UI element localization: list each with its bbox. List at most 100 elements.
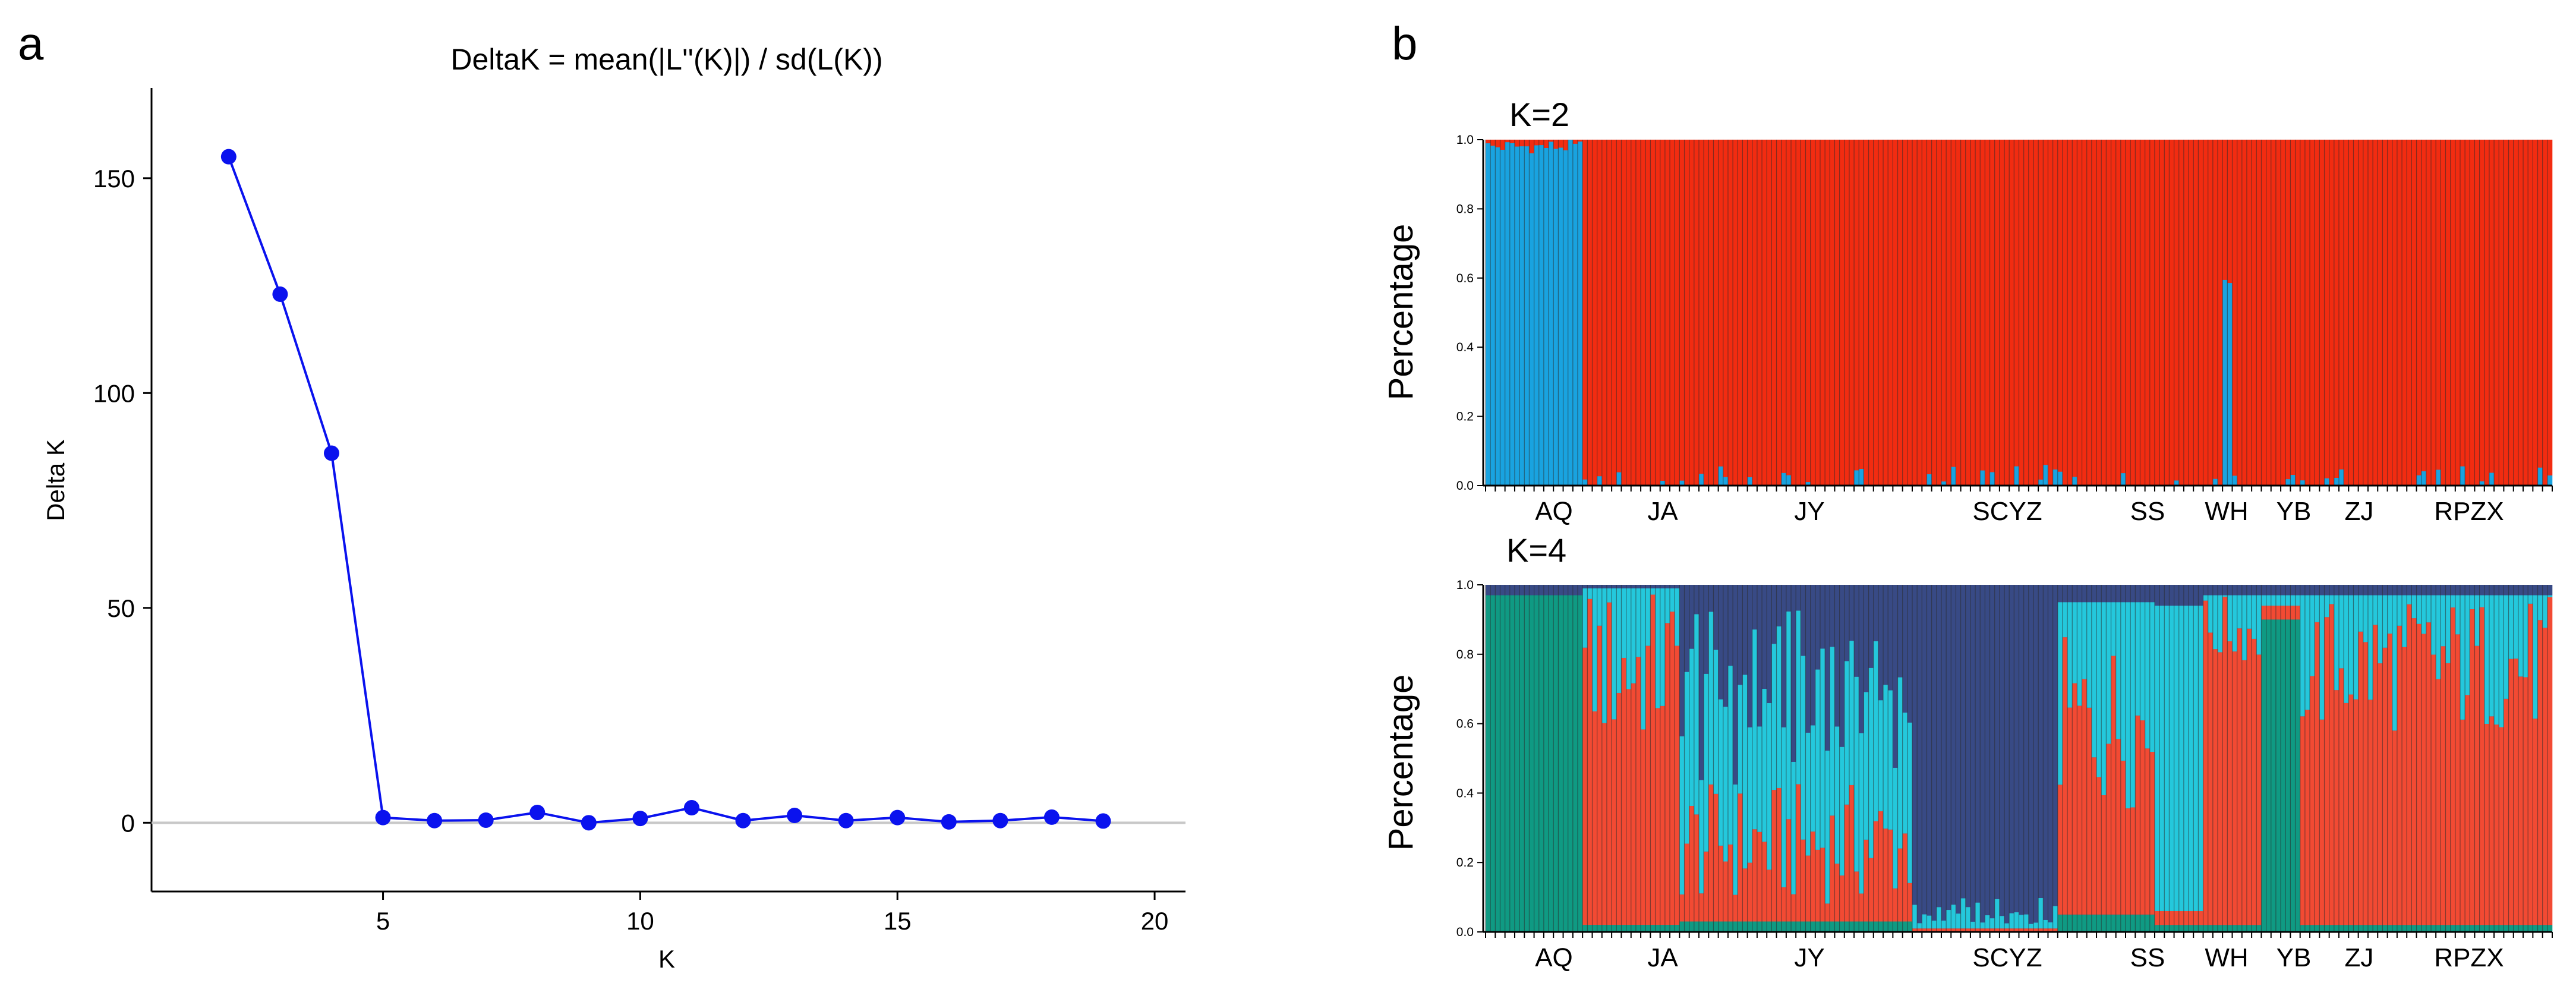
k2-bar-segment [1704, 140, 1709, 486]
k4-bar-segment [2460, 595, 2465, 720]
k2-bar-segment [1549, 140, 1554, 142]
k4-bar-segment [2455, 585, 2461, 596]
k4-bar-segment [1587, 598, 1593, 925]
k2-bar-segment [2445, 140, 2451, 486]
k2-bar-segment [1771, 140, 1777, 486]
k4-bar-segment [2256, 595, 2262, 655]
k4-bar-segment [1791, 921, 1796, 932]
k4-bar-segment [1922, 585, 1927, 915]
k2-bar-segment [2387, 140, 2393, 486]
k4-bar-segment [1854, 921, 1859, 932]
k4-bar-segment [2315, 925, 2320, 932]
k4-bar-segment [1704, 585, 1709, 674]
k4-bar-segment [1486, 595, 1491, 932]
k4-bar-segment [1606, 588, 1612, 603]
k2-y-axis-label: Percentage [1382, 224, 1420, 401]
k4-bar-segment [2518, 925, 2524, 932]
k2-bar-segment [1558, 147, 1563, 486]
k4-bar-segment [2528, 585, 2533, 596]
k4-bar-segment [2062, 637, 2068, 915]
k2-bar-segment [1486, 143, 1491, 486]
k4-bar-segment [2344, 703, 2349, 925]
k2-bar-segment [2407, 140, 2412, 486]
k4-bar-segment [2465, 595, 2470, 695]
k2-bar-segment [1558, 140, 1563, 148]
k4-bar-segment [2062, 914, 2068, 932]
k4-bar-segment [2271, 585, 2277, 596]
k4-bar-segment [2057, 602, 2063, 785]
k4-bar-segment [1572, 595, 1578, 932]
k4-bar-segment [1675, 925, 1680, 932]
k4-bar-segment [1965, 928, 1971, 932]
k2-bar-segment [2465, 140, 2470, 486]
k4-bar-segment [2300, 595, 2306, 717]
k4-bar-segment [1820, 648, 1825, 848]
k2-bar-segment [2537, 467, 2543, 486]
k4-bar-segment [1897, 921, 1903, 932]
k2-population-label: SCYZ [1972, 497, 2042, 526]
k4-bar-segment [2450, 595, 2456, 608]
k4-bar-segment [2178, 585, 2184, 606]
k4-bar-segment [1631, 683, 1637, 925]
k4-bar-segment [2052, 906, 2058, 929]
k4-bar-segment [2028, 928, 2034, 932]
k4-bar-segment [1999, 916, 2005, 929]
k4-bar-segment [1708, 784, 1714, 922]
k4-bar-segment [1679, 894, 1685, 922]
k2-bar-segment [1538, 140, 1544, 146]
k4-bar-segment [1601, 925, 1607, 932]
k4-bar-segment [2126, 585, 2131, 603]
k4-bar-segment [1655, 925, 1661, 932]
k4-bar-segment [2523, 925, 2528, 932]
k4-bar-segment [1713, 650, 1719, 794]
k2-bar-segment [1713, 140, 1719, 486]
k4-bar-segment [2266, 619, 2272, 932]
k4-bar-segment [1771, 921, 1777, 932]
k4-bar-segment [2421, 634, 2427, 925]
k4-bar-segment [2246, 595, 2252, 629]
k2-bar-segment [2174, 140, 2180, 481]
k4-bar-segment [2004, 923, 2010, 929]
k4-bar-segment [1864, 921, 1869, 932]
k2-bar-segment [2378, 140, 2383, 486]
k4-population-label: SS [2130, 943, 2165, 972]
k4-bar-segment [2237, 925, 2243, 932]
k4-bar-segment [2033, 928, 2039, 932]
k4-bar-segment [2402, 647, 2407, 925]
k4-bar-segment [2329, 585, 2335, 596]
k4-bar-segment [2237, 628, 2243, 925]
k4-bar-segment [2038, 585, 2044, 899]
k2-bar-segment [1631, 140, 1637, 486]
k4-bar-segment [1572, 585, 1578, 596]
k4-bar-segment [1699, 921, 1704, 932]
k2-bar-segment [1500, 140, 1505, 150]
k4-bar-segment [1738, 921, 1743, 932]
k4-bar-segment [1902, 921, 1908, 932]
k4-bar-segment [1796, 784, 1801, 922]
k4-bar-segment [2023, 928, 2029, 932]
k4-bar-segment [2537, 585, 2543, 596]
k4-bar-segment [1776, 787, 1782, 922]
k2-bar-segment [2232, 475, 2237, 486]
k2-bar-segment [2212, 478, 2218, 486]
k4-bar-segment [2198, 925, 2203, 932]
k4-bar-segment [2319, 595, 2325, 720]
k4-bar-segment [1786, 611, 1792, 820]
k4-bar-segment [1801, 585, 1806, 656]
k4-bar-segment [2135, 602, 2140, 716]
k4-bar-segment [2470, 585, 2475, 596]
k4-bar-segment [2387, 585, 2393, 596]
k4-population-label: AQ [1535, 943, 1573, 972]
k2-bar-segment [1805, 482, 1811, 486]
k4-bar-segment [1738, 793, 1743, 922]
k4-bar-segment [1907, 722, 1913, 883]
k4-bar-segment [1922, 914, 1927, 929]
k4-bar-segment [2416, 585, 2422, 596]
k4-bar-segment [1805, 585, 1811, 733]
k4-bar-segment [1626, 585, 1632, 588]
k4-bar-segment [2164, 585, 2170, 606]
k4-bar-segment [2086, 707, 2092, 915]
k4-bar-segment [2246, 628, 2252, 925]
k4-bar-segment [2339, 585, 2344, 596]
k4-bar-segment [1960, 898, 1966, 929]
